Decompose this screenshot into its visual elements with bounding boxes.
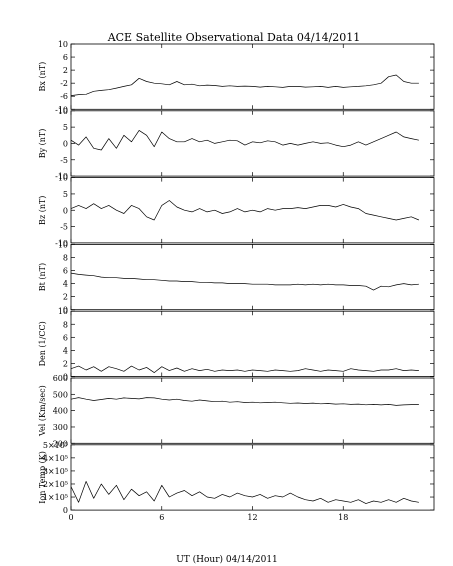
y-tick-label: 400 (53, 407, 68, 416)
y-tick-label: 2 (63, 359, 68, 368)
y-tick-label: 0 (63, 506, 68, 515)
y-tick-label: 10 (58, 107, 68, 116)
y-tick-label: 2 (63, 66, 68, 75)
y-tick-label: 5 (63, 190, 68, 199)
panel-by: 10 5 0 -5 -10 By (nT) (38, 107, 435, 181)
series-line-bx (70, 74, 419, 96)
y-tick-label: 0 (63, 206, 68, 215)
panels-group: 10 6 2 -2 -6 -10 Bx (nT) 10 5 0 -5 -10 By (nT) 10 5 0 -5… (38, 40, 435, 522)
y-tick-label: 6 (63, 267, 68, 276)
y-axis-label: Vel (Km/sec) (38, 385, 47, 437)
series-line-temp (70, 481, 419, 504)
y-tick-label: 2 (63, 293, 68, 302)
x-tick-label: 12 (247, 513, 257, 522)
panel-frame (70, 377, 435, 444)
y-tick-label: 5×10⁵ (43, 441, 68, 450)
panel-frame (70, 243, 435, 311)
panel-temp: 5×10⁵ 4×10⁵ 3×10⁵ 2×10⁵ 1×10⁵ 0 Ion Temp (K) (38, 441, 435, 515)
x-tick-label: 6 (159, 513, 164, 522)
panel-den: 10 8 6 4 2 0 Den (1/CC) (38, 307, 435, 382)
y-tick-label: 0 (63, 373, 68, 382)
y-tick-label: -10 (55, 105, 68, 114)
y-axis-label: Ion Temp (K) (38, 451, 47, 504)
panel-frame (70, 43, 435, 110)
y-tick-label: 6 (63, 53, 68, 62)
y-axis-label: Den (1/CC) (38, 321, 47, 366)
y-tick-label: 8 (63, 320, 68, 329)
x-tick-label: 18 (338, 513, 348, 522)
y-tick-label: 500 (53, 390, 68, 399)
y-tick-label: 0 (63, 139, 68, 148)
y-tick-label: 2×10⁵ (43, 480, 68, 489)
y-tick-label: -5 (60, 156, 68, 165)
panel-vel: 600 500 400 300 200 Vel (Km/sec) (38, 374, 435, 448)
y-tick-label: 6 (63, 333, 68, 342)
y-tick-label: 10 (58, 40, 68, 49)
series-line-den (70, 365, 419, 373)
y-tick-label: -2 (60, 79, 68, 88)
x-tick-label: 0 (68, 513, 73, 522)
panel-bx: 10 6 2 -2 -6 -10 Bx (nT) (38, 40, 435, 114)
panel-frame (70, 110, 435, 177)
series-line-bt (70, 272, 419, 291)
y-tick-label: 600 (53, 374, 68, 383)
panel-frame (70, 444, 435, 511)
y-tick-label: 0 (63, 306, 68, 315)
y-tick-label: 4 (63, 280, 68, 289)
y-tick-label: -10 (55, 239, 68, 248)
y-tick-label: 4×10⁵ (43, 454, 68, 463)
y-axis-label: Bt (nT) (38, 263, 47, 291)
series-line-bz (70, 200, 420, 221)
y-tick-label: 200 (53, 439, 68, 448)
chart-title: ACE Satellite Observational Data 04/14/2… (107, 31, 361, 44)
y-tick-label: 1×10⁵ (43, 493, 68, 502)
panel-frame (70, 310, 435, 377)
y-tick-label: 8 (63, 253, 68, 262)
y-tick-label: 3×10⁵ (43, 467, 68, 476)
y-tick-label: 5 (63, 123, 68, 132)
x-axis-label: UT (Hour) 04/14/2011 (176, 554, 278, 565)
y-axis-label: Bx (nT) (38, 62, 47, 92)
series-line-by (70, 130, 419, 151)
y-tick-label: -5 (60, 223, 68, 232)
y-tick-label: 10 (58, 307, 68, 316)
y-tick-label: -10 (55, 172, 68, 181)
y-tick-label: -6 (60, 92, 68, 101)
y-axis-label: Bz (nT) (38, 196, 47, 225)
panel-bt: 10 8 6 4 2 0 Bt (nT) (38, 240, 435, 315)
y-tick-label: 4 (63, 346, 68, 355)
series-line-vel (70, 397, 419, 406)
y-axis-label: By (nT) (38, 129, 47, 159)
y-tick-label: 10 (58, 174, 68, 183)
y-tick-label: 300 (53, 423, 68, 432)
panel-bz: 10 5 0 -5 -10 Bz (nT) (38, 174, 435, 248)
y-tick-label: 10 (58, 240, 68, 249)
